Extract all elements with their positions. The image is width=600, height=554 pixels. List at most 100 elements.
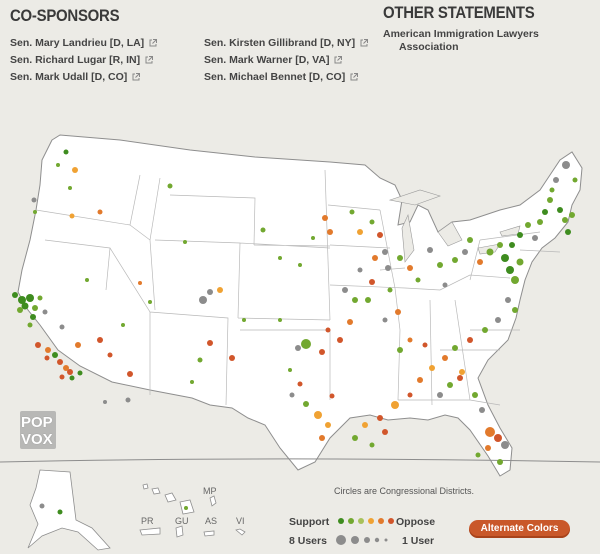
district-dot[interactable]: [297, 381, 303, 387]
district-dot[interactable]: [329, 393, 335, 399]
district-dot[interactable]: [501, 254, 509, 262]
district-dot[interactable]: [382, 249, 388, 255]
district-dot[interactable]: [472, 392, 478, 398]
district-dot[interactable]: [67, 369, 73, 375]
district-dot[interactable]: [319, 349, 325, 355]
district-dot[interactable]: [377, 232, 383, 238]
district-dot[interactable]: [532, 235, 538, 241]
district-dot[interactable]: [352, 435, 358, 441]
district-dot[interactable]: [447, 382, 453, 388]
district-dot[interactable]: [505, 297, 511, 303]
district-dot[interactable]: [365, 297, 371, 303]
district-dot[interactable]: [77, 370, 83, 376]
district-dot[interactable]: [422, 342, 428, 348]
district-dot[interactable]: [42, 309, 48, 315]
district-dot[interactable]: [69, 375, 75, 381]
district-dot[interactable]: [547, 197, 553, 203]
district-dot[interactable]: [85, 278, 89, 282]
district-dot[interactable]: [184, 506, 188, 510]
district-dot[interactable]: [127, 371, 133, 377]
district-dot[interactable]: [475, 452, 481, 458]
district-dot[interactable]: [311, 236, 315, 240]
district-dot[interactable]: [565, 229, 571, 235]
district-dot[interactable]: [325, 327, 331, 333]
district-dot[interactable]: [217, 287, 223, 293]
district-dot[interactable]: [486, 248, 494, 256]
district-dot[interactable]: [322, 215, 328, 221]
district-dot[interactable]: [557, 207, 563, 213]
district-dot[interactable]: [452, 257, 458, 263]
district-dot[interactable]: [562, 217, 568, 223]
district-dot[interactable]: [497, 459, 503, 465]
district-dot[interactable]: [509, 242, 515, 248]
district-dot[interactable]: [37, 295, 43, 301]
district-dot[interactable]: [525, 222, 531, 228]
district-dot[interactable]: [382, 429, 388, 435]
district-dot[interactable]: [342, 287, 348, 293]
district-dot[interactable]: [485, 445, 491, 451]
district-dot[interactable]: [494, 434, 502, 442]
district-dot[interactable]: [207, 340, 213, 346]
district-dot[interactable]: [369, 442, 375, 448]
district-dot[interactable]: [69, 213, 75, 219]
district-dot[interactable]: [511, 276, 519, 284]
district-dot[interactable]: [295, 345, 301, 351]
district-dot[interactable]: [485, 427, 495, 437]
district-dot[interactable]: [298, 263, 302, 267]
district-dot[interactable]: [407, 265, 413, 271]
district-dot[interactable]: [138, 281, 142, 285]
district-dot[interactable]: [167, 183, 173, 189]
district-dot[interactable]: [63, 149, 69, 155]
district-dot[interactable]: [459, 369, 465, 375]
district-dot[interactable]: [18, 296, 26, 304]
district-dot[interactable]: [407, 392, 413, 398]
district-dot[interactable]: [549, 187, 555, 193]
district-dot[interactable]: [199, 296, 207, 304]
district-dot[interactable]: [395, 309, 401, 315]
district-dot[interactable]: [537, 219, 543, 225]
district-dot[interactable]: [407, 337, 413, 343]
district-dot[interactable]: [56, 163, 60, 167]
district-dot[interactable]: [52, 352, 58, 358]
district-dot[interactable]: [482, 327, 488, 333]
district-dot[interactable]: [495, 317, 501, 323]
district-dot[interactable]: [457, 375, 463, 381]
district-dot[interactable]: [327, 229, 333, 235]
district-dot[interactable]: [429, 365, 435, 371]
district-dot[interactable]: [148, 300, 152, 304]
district-dot[interactable]: [242, 318, 246, 322]
district-dot[interactable]: [57, 359, 63, 365]
district-dot[interactable]: [437, 392, 443, 398]
district-dot[interactable]: [391, 401, 399, 409]
district-dot[interactable]: [517, 232, 523, 238]
district-dot[interactable]: [197, 357, 203, 363]
alternate-colors-button[interactable]: Alternate Colors: [469, 520, 570, 538]
district-dot[interactable]: [21, 302, 29, 310]
district-dot[interactable]: [337, 337, 343, 343]
district-dot[interactable]: [372, 255, 378, 261]
cosponsor-link-udall[interactable]: Sen. Mark Udall [D, CO]: [10, 71, 141, 83]
district-dot[interactable]: [63, 365, 69, 371]
district-dot[interactable]: [349, 209, 355, 215]
district-dot[interactable]: [479, 407, 485, 413]
district-dot[interactable]: [442, 355, 448, 361]
cosponsor-link-lugar[interactable]: Sen. Richard Lugar [R, IN]: [10, 54, 154, 66]
district-dot[interactable]: [27, 322, 33, 328]
district-dot[interactable]: [31, 197, 37, 203]
district-dot[interactable]: [506, 266, 514, 274]
district-dot[interactable]: [75, 342, 81, 348]
district-dot[interactable]: [397, 347, 403, 353]
district-dot[interactable]: [121, 323, 125, 327]
district-dot[interactable]: [569, 212, 575, 218]
district-dot[interactable]: [352, 297, 358, 303]
district-dot[interactable]: [32, 305, 38, 311]
district-dot[interactable]: [314, 411, 322, 419]
district-dot[interactable]: [35, 342, 41, 348]
district-dot[interactable]: [319, 435, 325, 441]
district-dot[interactable]: [357, 267, 363, 273]
district-dot[interactable]: [30, 314, 36, 320]
district-dot[interactable]: [572, 177, 578, 183]
district-dot[interactable]: [442, 282, 448, 288]
district-dot[interactable]: [467, 337, 473, 343]
